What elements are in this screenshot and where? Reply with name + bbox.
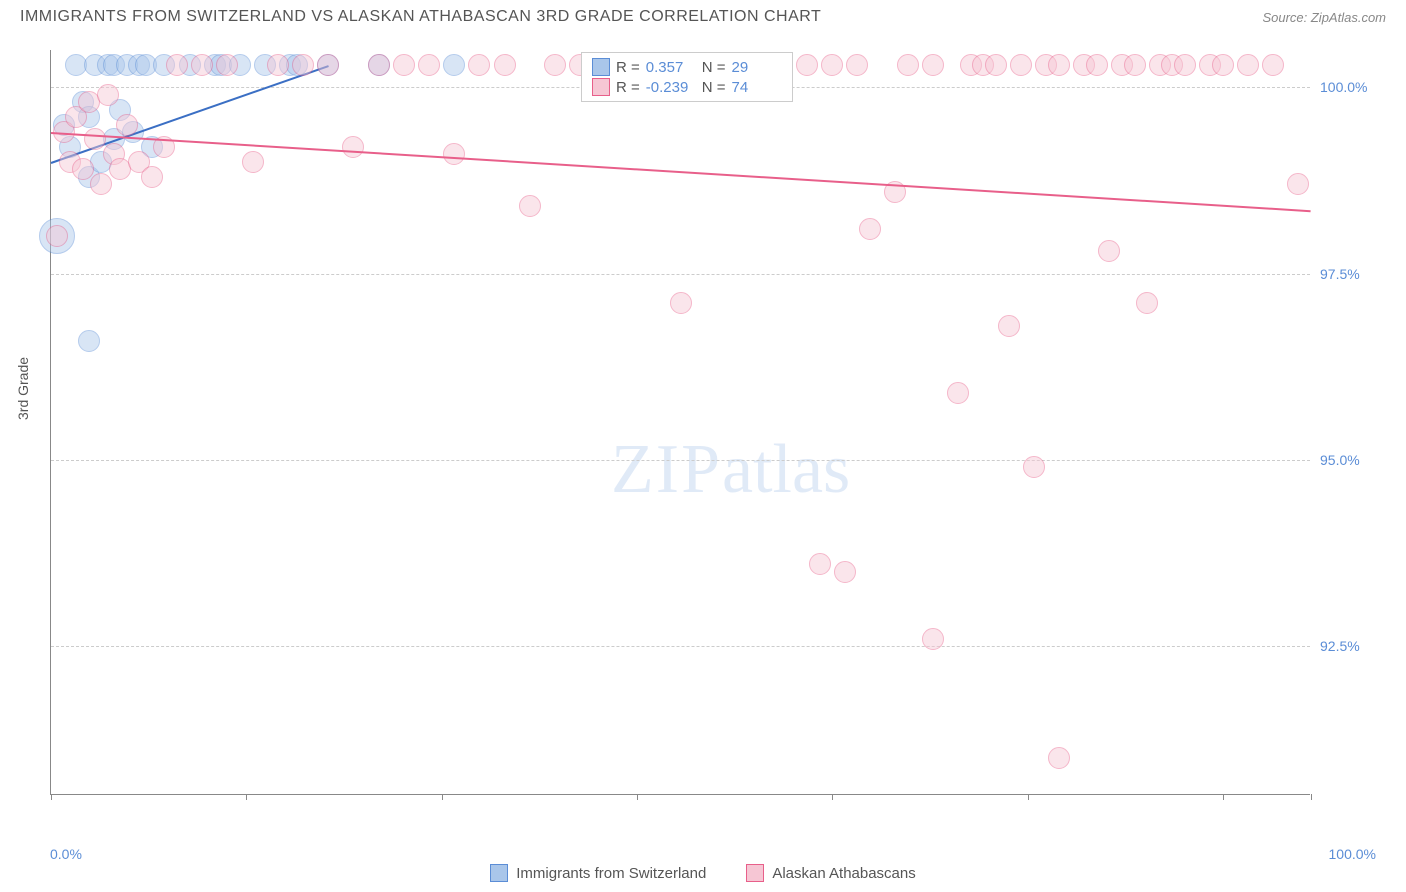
data-point (998, 315, 1020, 337)
swatch-series1 (490, 864, 508, 882)
y-tick-label: 100.0% (1320, 79, 1390, 95)
data-point (97, 84, 119, 106)
data-point (267, 54, 289, 76)
source-label: Source: ZipAtlas.com (1262, 10, 1386, 25)
gridline (51, 460, 1310, 461)
x-tick-max: 100.0% (1329, 846, 1376, 862)
data-point (1010, 54, 1032, 76)
x-tick (246, 794, 247, 800)
data-point (72, 158, 94, 180)
x-tick (442, 794, 443, 800)
x-tick (51, 794, 52, 800)
data-point (393, 54, 415, 76)
data-point (1048, 747, 1070, 769)
data-point (1098, 240, 1120, 262)
r-label: R = (616, 59, 640, 76)
data-point (368, 54, 390, 76)
watermark-atlas: atlas (722, 431, 850, 508)
data-point (191, 54, 213, 76)
x-tick (1028, 794, 1029, 800)
data-point (292, 54, 314, 76)
swatch-series2 (746, 864, 764, 882)
data-point (1086, 54, 1108, 76)
x-tick (832, 794, 833, 800)
x-tick-min: 0.0% (50, 846, 82, 862)
chart-title: IMMIGRANTS FROM SWITZERLAND VS ALASKAN A… (20, 8, 821, 26)
data-point (985, 54, 1007, 76)
data-point (1287, 173, 1309, 195)
data-point (418, 54, 440, 76)
y-tick-label: 95.0% (1320, 452, 1390, 468)
data-point (1174, 54, 1196, 76)
data-point (796, 54, 818, 76)
y-tick-label: 92.5% (1320, 638, 1390, 654)
data-point (443, 143, 465, 165)
data-point (216, 54, 238, 76)
legend-row-series1: R = 0.357 N = 29 (592, 57, 782, 77)
data-point (443, 54, 465, 76)
data-point (141, 166, 163, 188)
data-point (1124, 54, 1146, 76)
n-label: N = (702, 59, 726, 76)
data-point (922, 628, 944, 650)
data-point (1048, 54, 1070, 76)
data-point (821, 54, 843, 76)
data-point (922, 54, 944, 76)
data-point (846, 54, 868, 76)
y-tick-label: 97.5% (1320, 266, 1390, 282)
data-point (947, 382, 969, 404)
legend-item-series2: Alaskan Athabascans (746, 864, 915, 882)
data-point (116, 114, 138, 136)
n-value: 74 (732, 79, 782, 96)
data-point (242, 151, 264, 173)
data-point (1023, 456, 1045, 478)
legend-item-series1: Immigrants from Switzerland (490, 864, 706, 882)
r-label: R = (616, 79, 640, 96)
stats-legend: R = 0.357 N = 29 R = -0.239 N = 74 (581, 52, 793, 102)
swatch-series1 (592, 58, 610, 76)
data-point (494, 54, 516, 76)
gridline (51, 274, 1310, 275)
n-label: N = (702, 79, 726, 96)
data-point (670, 292, 692, 314)
chart-header: IMMIGRANTS FROM SWITZERLAND VS ALASKAN A… (0, 0, 1406, 30)
data-point (90, 173, 112, 195)
data-point (859, 218, 881, 240)
data-point (46, 225, 68, 247)
bottom-legend: Immigrants from Switzerland Alaskan Atha… (0, 864, 1406, 882)
data-point (1237, 54, 1259, 76)
data-point (78, 330, 100, 352)
data-point (166, 54, 188, 76)
data-point (84, 128, 106, 150)
data-point (1136, 292, 1158, 314)
x-tick (637, 794, 638, 800)
data-point (1212, 54, 1234, 76)
data-point (544, 54, 566, 76)
data-point (809, 553, 831, 575)
scatter-chart: R = 0.357 N = 29 R = -0.239 N = 74 ZIPat… (50, 50, 1310, 795)
data-point (897, 54, 919, 76)
legend-row-series2: R = -0.239 N = 74 (592, 77, 782, 97)
watermark: ZIPatlas (611, 430, 850, 510)
gridline (51, 646, 1310, 647)
data-point (468, 54, 490, 76)
x-tick (1223, 794, 1224, 800)
swatch-series2 (592, 78, 610, 96)
x-tick (1311, 794, 1312, 800)
r-value: 0.357 (646, 59, 696, 76)
trendline (51, 132, 1311, 212)
data-point (342, 136, 364, 158)
r-value: -0.239 (646, 79, 696, 96)
data-point (834, 561, 856, 583)
data-point (519, 195, 541, 217)
n-value: 29 (732, 59, 782, 76)
legend-label: Alaskan Athabascans (772, 865, 915, 882)
legend-label: Immigrants from Switzerland (516, 865, 706, 882)
y-axis-label: 3rd Grade (15, 357, 31, 420)
data-point (1262, 54, 1284, 76)
data-point (317, 54, 339, 76)
watermark-zip: ZIP (611, 431, 722, 508)
